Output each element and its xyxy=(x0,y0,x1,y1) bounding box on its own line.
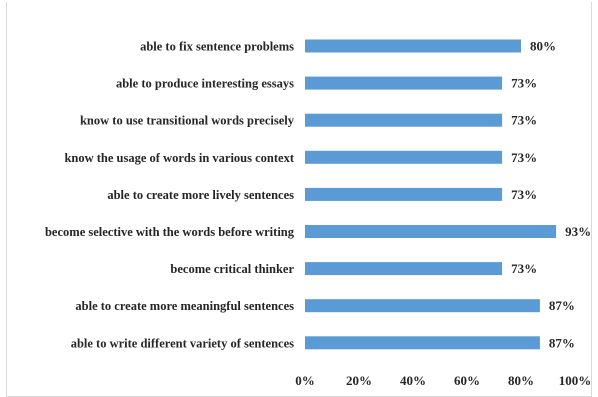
bar xyxy=(305,225,557,238)
value-label: 73% xyxy=(511,113,537,128)
x-tick-label: 80% xyxy=(508,373,534,388)
bar xyxy=(305,150,503,164)
x-axis-ticks: 0% 20% 40% 60% 80% 100% xyxy=(295,373,591,388)
category-label: know to use transitional words precisely xyxy=(80,114,295,128)
category-label: know the usage of words in various conte… xyxy=(64,151,294,165)
bars xyxy=(305,39,557,350)
bar xyxy=(305,76,503,90)
value-label: 93% xyxy=(565,224,591,239)
category-label: able to produce interesting essays xyxy=(116,77,294,91)
value-label: 73% xyxy=(511,76,537,91)
value-label: 87% xyxy=(549,298,575,313)
value-label: 73% xyxy=(511,187,537,202)
category-label: able to create more meaningful sentences xyxy=(75,299,294,313)
x-tick-label: 100% xyxy=(559,373,592,388)
bar xyxy=(305,336,540,350)
category-label: become selective with the words before w… xyxy=(45,225,295,239)
category-label: able to fix sentence problems xyxy=(140,40,294,54)
value-labels: 80% 73% 73% 73% 73% 93% 73% 87% 87% xyxy=(511,39,591,351)
category-label: become critical thinker xyxy=(170,262,294,276)
x-tick-label: 60% xyxy=(454,373,480,388)
value-label: 73% xyxy=(511,261,537,276)
bar xyxy=(305,39,521,53)
bar xyxy=(305,187,503,201)
value-label: 80% xyxy=(530,39,556,54)
x-tick-label: 0% xyxy=(295,373,315,388)
category-label: able to write different variety of sente… xyxy=(71,336,294,350)
x-tick-label: 40% xyxy=(400,373,426,388)
category-labels: able to fix sentence problems able to pro… xyxy=(45,40,295,351)
value-label: 73% xyxy=(511,150,537,165)
category-label: able to create more lively sentences xyxy=(107,188,294,202)
x-tick-label: 20% xyxy=(346,373,372,388)
value-label: 87% xyxy=(549,335,575,350)
bar xyxy=(305,262,503,276)
bar xyxy=(305,299,540,313)
bar xyxy=(305,113,503,127)
